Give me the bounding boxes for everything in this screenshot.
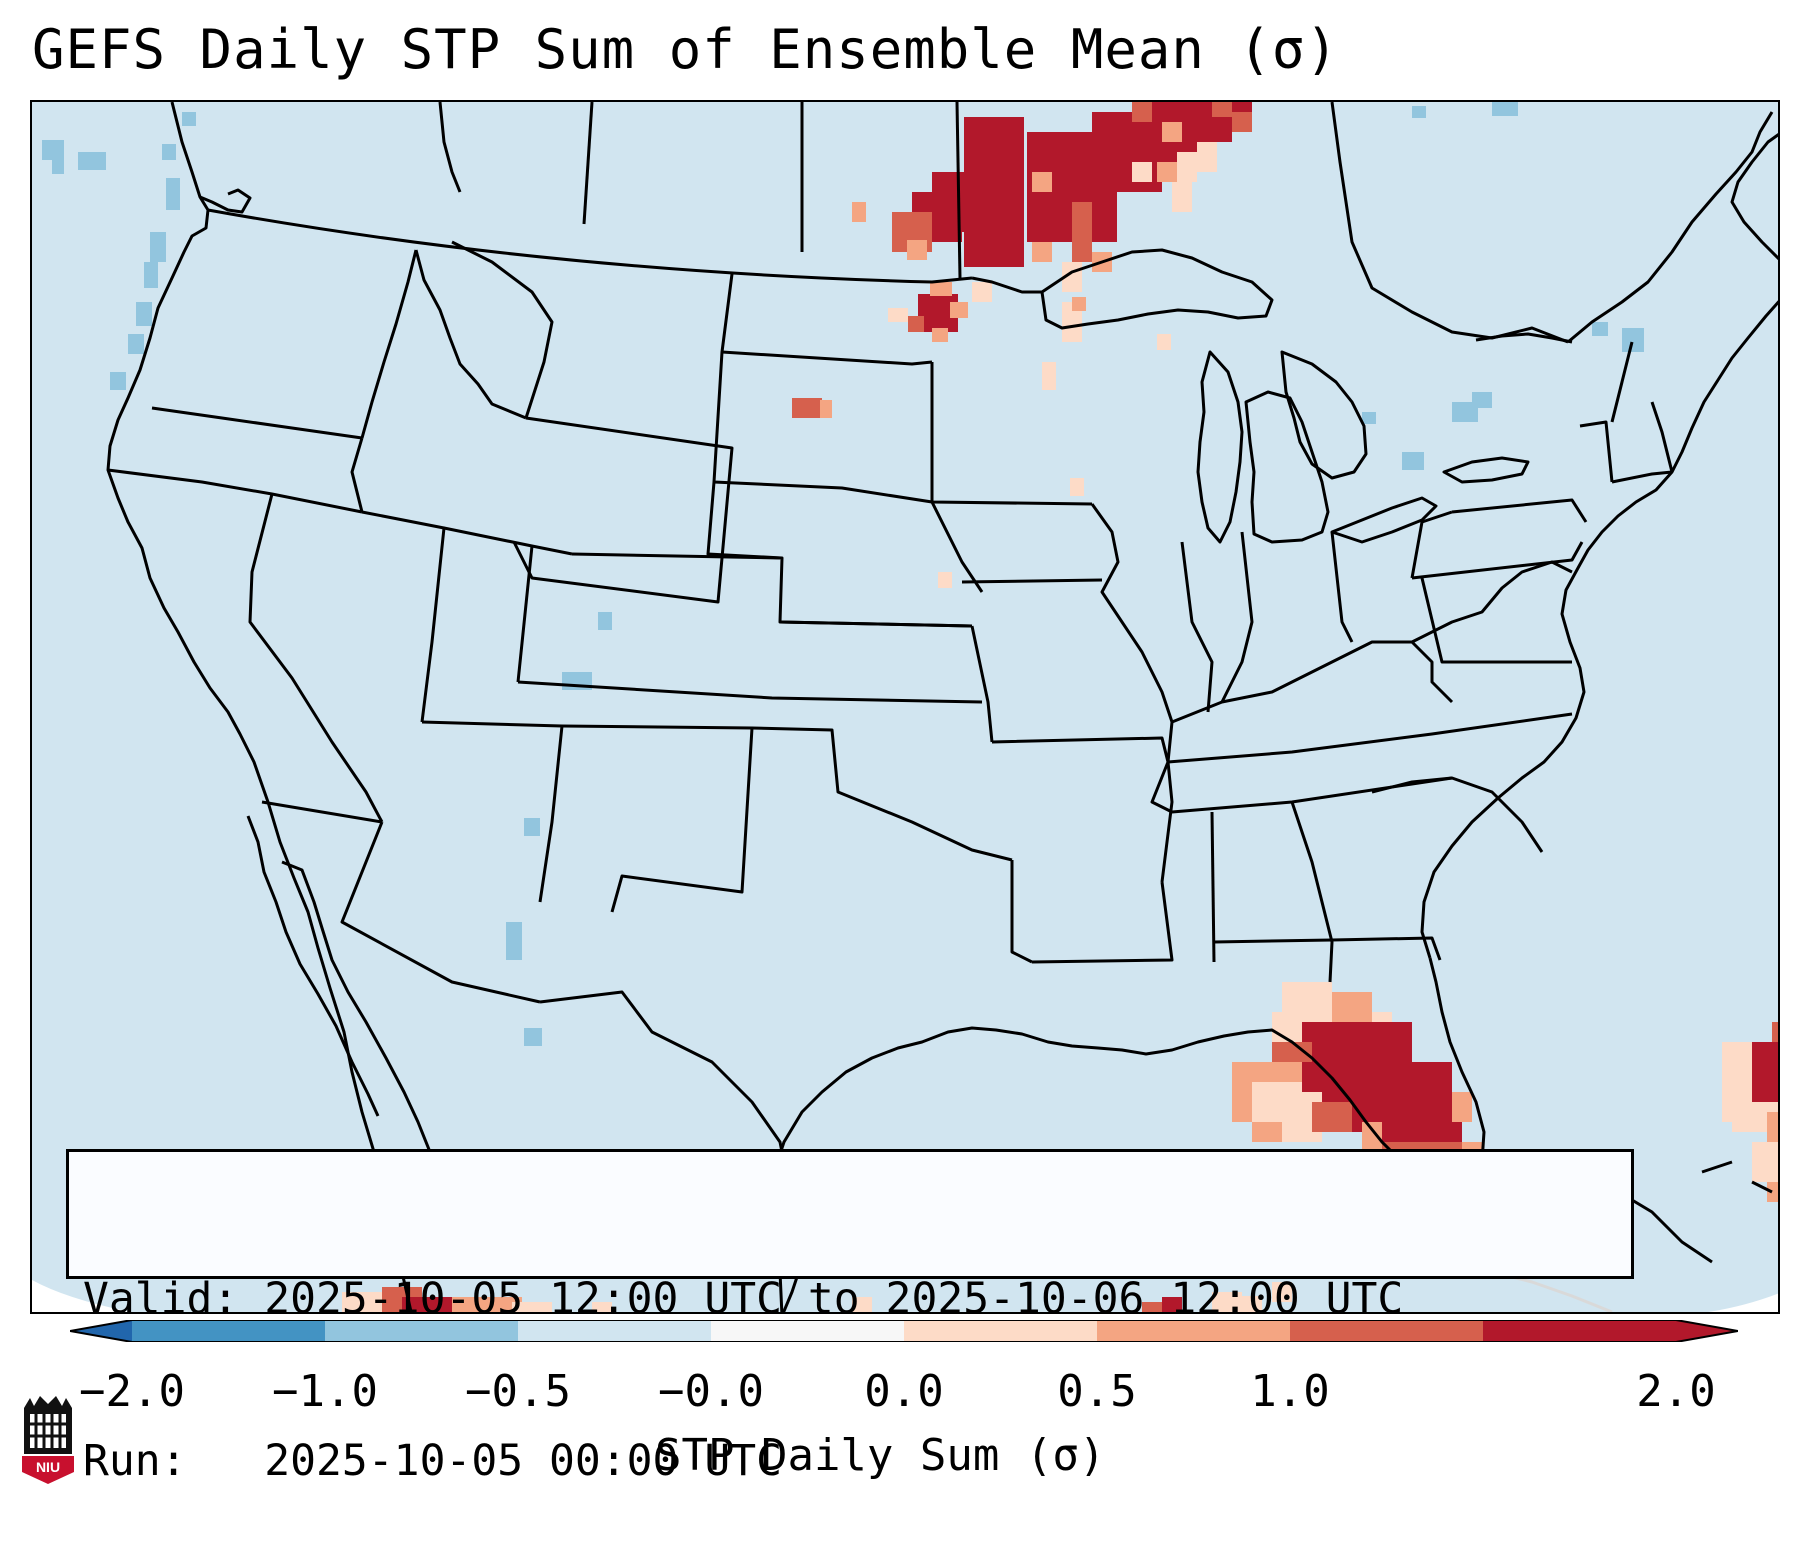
map-title: GEFS Daily STP Sum of Ensemble Mean (σ) bbox=[32, 18, 1339, 81]
cells-canada-edge bbox=[892, 102, 1252, 262]
colorbar-tick-label: −0.0 bbox=[658, 1366, 764, 1417]
stp-anomaly-cells bbox=[42, 102, 1778, 1312]
cells-bottom bbox=[342, 1282, 1292, 1312]
run-row: Run: 2025-10-05 00:00 UTC bbox=[83, 1434, 1617, 1488]
niu-castle-logo-icon: NIU bbox=[22, 1396, 74, 1484]
valid-value: 2025-10-05 12:00 UTC to 2025-10-06 12:00… bbox=[264, 1274, 1404, 1324]
colorbar-tick-label: 0.5 bbox=[1057, 1366, 1137, 1417]
run-value: 2025-10-05 00:00 UTC bbox=[264, 1436, 782, 1486]
cells-gulf bbox=[1232, 982, 1492, 1212]
run-label: Run: bbox=[83, 1436, 239, 1486]
map-panel bbox=[30, 100, 1780, 1314]
colorbar-bin bbox=[132, 1320, 326, 1342]
colorbar-tick-label: −0.5 bbox=[465, 1366, 571, 1417]
colorbar-tick-label: 2.0 bbox=[1636, 1366, 1716, 1417]
logo-text: NIU bbox=[36, 1459, 60, 1475]
state-borders bbox=[107, 102, 1674, 1163]
stp-map-svg bbox=[32, 102, 1778, 1312]
colorbar-tick-label: 0.0 bbox=[864, 1366, 944, 1417]
colorbar-bin bbox=[1290, 1320, 1484, 1342]
colorbar-bin bbox=[325, 1320, 519, 1342]
colorbar-bin bbox=[1097, 1320, 1291, 1342]
great-lakes bbox=[1040, 248, 1530, 544]
colorbar bbox=[70, 1320, 1738, 1342]
colorbar-label: STP Daily Sum (σ) bbox=[655, 1430, 1106, 1481]
valid-row: Valid: 2025-10-05 12:00 UTC to 2025-10-0… bbox=[83, 1272, 1617, 1326]
colorbar-tick-label: −1.0 bbox=[272, 1366, 378, 1417]
cells-canada-light bbox=[972, 142, 1217, 302]
colorbar-bin bbox=[711, 1320, 905, 1342]
colorbar-tick-label: 1.0 bbox=[1250, 1366, 1330, 1417]
colorbar-bin bbox=[518, 1320, 712, 1342]
cells-atlantic-east bbox=[1722, 1022, 1778, 1202]
valid-run-info-box: Valid: 2025-10-05 12:00 UTC to 2025-10-0… bbox=[66, 1149, 1634, 1486]
cells-negative bbox=[42, 102, 1644, 1046]
colorbar-extend-high bbox=[1676, 1320, 1738, 1342]
valid-label: Valid: bbox=[83, 1274, 239, 1324]
colorbar-bin bbox=[1483, 1320, 1677, 1342]
map-domain-background bbox=[32, 102, 1778, 1312]
colorbar-bin bbox=[904, 1320, 1098, 1342]
colorbar-tick-label: −2.0 bbox=[79, 1366, 185, 1417]
colorbar-extend-low bbox=[70, 1320, 132, 1342]
